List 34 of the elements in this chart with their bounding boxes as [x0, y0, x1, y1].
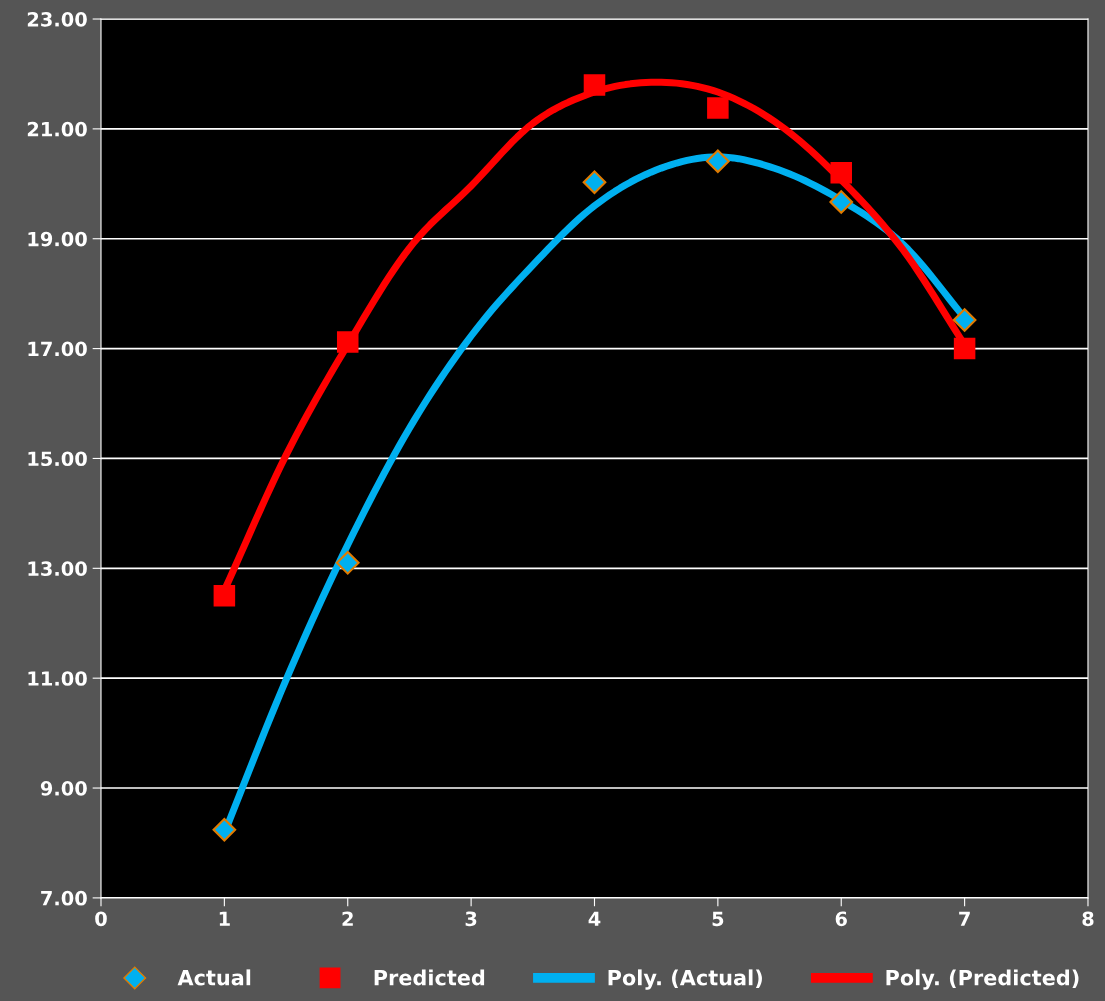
y-tick-label: 21.00 [27, 121, 87, 137]
point [336, 331, 359, 353]
y-tick-label: 17.00 [28, 341, 87, 357]
y-tick-label: 13.00 [28, 561, 87, 576]
x-tick-label: 8 [1082, 911, 1094, 927]
y-tick-label: 19.00 [28, 231, 87, 247]
y-tick-label: 15.00 [28, 451, 87, 467]
point [212, 817, 237, 842]
x-tick-label: 6 [835, 911, 847, 927]
legend-label: Actual [177, 969, 251, 986]
y-tick-label: 23.00 [27, 11, 87, 27]
x-tick-label: 4 [588, 911, 601, 926]
point [707, 97, 729, 119]
point [335, 550, 360, 575]
point [829, 190, 854, 214]
y-tick-label: 9.00 [40, 780, 87, 796]
x-tick-label: 3 [465, 911, 477, 927]
point [953, 337, 976, 360]
point [213, 585, 236, 607]
x-tick-label: 1 [219, 911, 230, 926]
x-tick-label: 5 [712, 911, 724, 927]
point [582, 170, 607, 194]
legend-label: Predicted [374, 969, 485, 986]
legend-label: Poly. (Predicted) [886, 969, 1079, 990]
y-tick-label: 7.00 [41, 890, 87, 906]
x-tick-label: 0 [95, 911, 107, 927]
x-tick-label: 7 [959, 911, 970, 926]
legend-label: Poly. (Actual) [608, 969, 762, 990]
point [706, 149, 730, 174]
point [952, 308, 977, 332]
y-tick-label: 11.00 [28, 671, 87, 686]
point [583, 74, 606, 96]
point [830, 162, 852, 184]
x-tick-label: 2 [342, 911, 353, 926]
